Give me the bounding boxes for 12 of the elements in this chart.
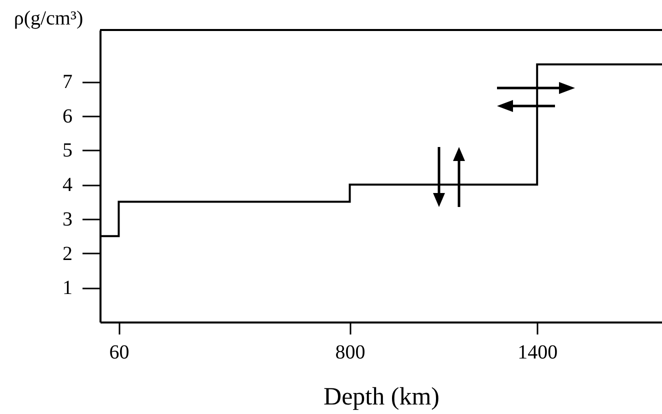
y-tick-label: 1 [62,277,72,300]
y-tick-label: 7 [62,71,72,94]
y-tick-label: 3 [62,208,72,230]
y-tick-label: 5 [62,140,72,162]
y-tick-label: 2 [62,242,72,265]
x-tick-label: 800 [335,342,366,364]
y-tick-label: 6 [62,105,72,128]
x-tick-label: 60 [109,342,130,364]
x-tick-label: 1400 [518,342,558,364]
y-axis-title: ρ(g/cm³) [14,8,84,30]
y-tick-label: 4 [62,174,72,196]
x-axis-title: Depth (km) [324,384,440,410]
